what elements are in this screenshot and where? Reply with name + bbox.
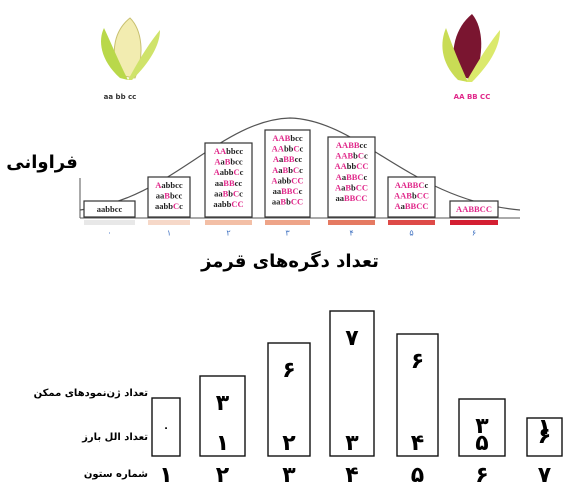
- genotype: AabbCc: [214, 167, 244, 177]
- genotype: AaBBCC: [394, 201, 428, 211]
- dominant-alleles: ۴: [411, 431, 424, 456]
- row-label: شماره ستون: [84, 469, 148, 480]
- column-index: ۴: [345, 463, 358, 488]
- genotype: AAbbCc: [272, 144, 304, 154]
- genotype: aaBbCc: [214, 188, 243, 198]
- white-corn-label: aa bb cc: [104, 93, 137, 101]
- genotype-count: ۷: [345, 326, 359, 351]
- genotype: AaBbCC: [335, 182, 368, 192]
- column-index: ۶: [475, 463, 488, 488]
- color-bar: [450, 220, 498, 225]
- dominant-alleles: ۶: [538, 424, 551, 449]
- genotype: AabbCC: [271, 175, 303, 185]
- color-bar: [148, 220, 190, 225]
- row-label: تعداد ژن‌نمودهای ممکن: [34, 388, 149, 399]
- column-number: ۲: [226, 229, 230, 238]
- dominant-alleles: ۲: [282, 431, 296, 456]
- genotype-box: [327, 136, 376, 218]
- genotype: AAbbcc: [214, 146, 244, 156]
- genotype: AaBBCc: [336, 172, 368, 182]
- column-number: ۵: [409, 229, 413, 238]
- genotype-box: [264, 129, 311, 218]
- dominant-alleles: ۳: [345, 431, 359, 456]
- red-corn-label: AA BB CC: [454, 93, 491, 101]
- genotype-count: ۳: [216, 391, 230, 416]
- genotype: AaBbcc: [214, 157, 243, 167]
- genotype: AaBbCc: [272, 165, 303, 175]
- x-label: تعداد دگره‌های قرمز: [200, 250, 379, 272]
- count-box: [526, 417, 563, 457]
- genotype: aaBBcc: [215, 178, 243, 188]
- column-index: ۱: [159, 463, 172, 488]
- genotype: aaBBCc: [273, 186, 303, 196]
- color-bar: [205, 220, 252, 225]
- column-index: ۵: [411, 463, 424, 488]
- red-corn: [442, 14, 500, 82]
- color-bar: [265, 220, 310, 225]
- genotype: AaBBcc: [273, 154, 303, 164]
- genotype: Aabbcc: [155, 180, 183, 190]
- column-number: ۶: [472, 229, 476, 238]
- color-bar: [328, 220, 375, 225]
- dominant-alleles: ۵: [475, 431, 488, 456]
- column-index: ۲: [216, 463, 230, 488]
- column-index: ۷: [538, 463, 552, 488]
- row-label: تعداد الل بارز: [81, 432, 148, 443]
- genotype: aabbcc: [97, 204, 123, 214]
- genotype-box: [83, 200, 136, 218]
- genotype-count: ۶: [282, 358, 295, 383]
- genotype-box: [387, 176, 436, 218]
- genotype: AABBcc: [336, 140, 367, 150]
- count-box: [151, 397, 181, 457]
- genotype: AABBCc: [395, 180, 429, 190]
- column-number: ۰: [107, 229, 111, 238]
- genotype: AABbCC: [394, 191, 429, 201]
- genotype: aabbCc: [155, 201, 183, 211]
- genotype: AAbbCC: [334, 161, 368, 171]
- genotype-box: [204, 142, 253, 218]
- white-corn: [101, 17, 160, 80]
- color-bar: [84, 220, 135, 225]
- genotype: AABbCc: [335, 151, 368, 161]
- genotype: aaBbCC: [272, 197, 303, 207]
- genotype-count: ۳: [475, 414, 489, 439]
- dominant-alleles: ۰: [163, 423, 169, 434]
- dominant-alleles: ۱: [216, 431, 229, 456]
- genotype-count: ۱: [538, 415, 551, 440]
- y-label: فراوانی: [6, 152, 77, 173]
- count-box: [458, 398, 506, 457]
- genotype: AABBCC: [456, 204, 492, 214]
- axes: [79, 178, 520, 219]
- genotype: aabbCC: [213, 199, 243, 209]
- genotype-count: ۶: [411, 349, 424, 374]
- column-number: ۳: [285, 229, 290, 238]
- count-box: [199, 375, 246, 457]
- genotype-box: [449, 200, 499, 218]
- genotype: aaBBCC: [335, 193, 367, 203]
- count-box: [267, 342, 311, 457]
- column-number: ۱: [167, 229, 171, 238]
- count-box: [396, 333, 439, 457]
- column-index: ۳: [282, 463, 296, 488]
- count-box: [329, 310, 375, 457]
- column-number: ۴: [349, 229, 353, 238]
- genotype: AABbcc: [272, 133, 302, 143]
- genotype-box: [147, 176, 191, 218]
- color-bar: [388, 220, 435, 225]
- genotype: aaBbcc: [156, 191, 183, 201]
